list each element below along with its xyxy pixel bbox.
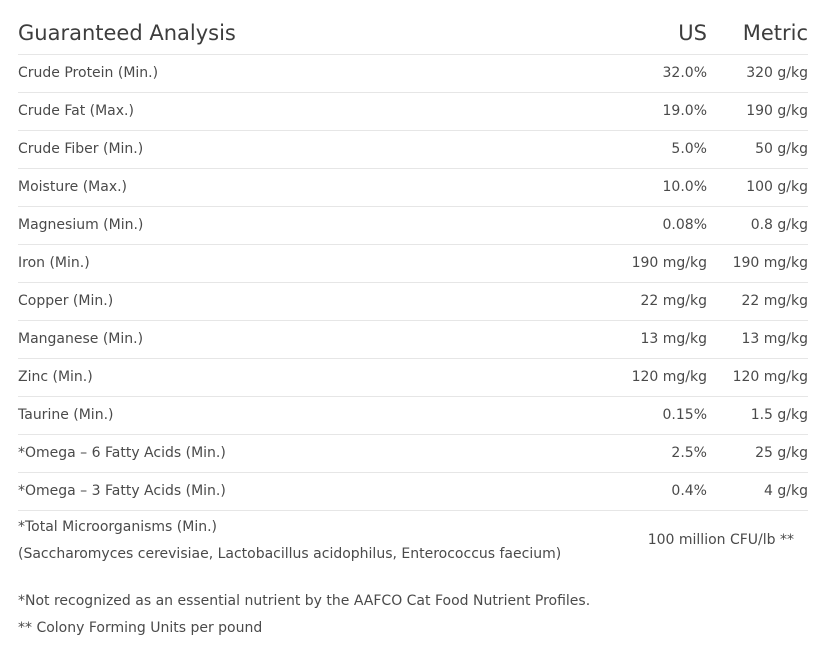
row-divider: [18, 168, 808, 169]
us-value: 120 mg/kg: [631, 369, 707, 385]
us-value: 19.0%: [662, 103, 707, 119]
nutrient-name: Moisture (Max.): [18, 179, 128, 195]
metric-value: 4 g/kg: [764, 483, 808, 499]
nutrient-name: Crude Fat (Max.): [18, 103, 134, 119]
row-divider: [18, 320, 808, 321]
row-divider: [18, 206, 808, 207]
us-value: 0.08%: [662, 217, 707, 233]
nutrient-name: *Total Microorganisms (Min.): [18, 519, 218, 535]
metric-value: 22 mg/kg: [741, 293, 809, 309]
us-value: 0.4%: [671, 483, 707, 499]
nutrient-name: Zinc (Min.): [18, 369, 93, 385]
row-divider: [18, 472, 808, 473]
row-divider: [18, 282, 808, 283]
us-value: 190 mg/kg: [631, 255, 707, 271]
nutrient-name: *Omega – 6 Fatty Acids (Min.): [18, 445, 226, 461]
metric-value: 25 g/kg: [755, 445, 808, 461]
us-value: 10.0%: [662, 179, 707, 195]
row-divider: [18, 396, 808, 397]
metric-value: 50 g/kg: [755, 141, 808, 157]
metric-value: 120 mg/kg: [732, 369, 808, 385]
column-header: US: [678, 21, 707, 45]
row-divider: [18, 92, 808, 93]
us-value: 13 mg/kg: [640, 331, 708, 347]
metric-value: 190 g/kg: [746, 103, 808, 119]
row-divider: [18, 510, 808, 511]
footnote: ** Colony Forming Units per pound: [18, 620, 263, 636]
us-value: 5.0%: [671, 141, 707, 157]
footnote: *Not recognized as an essential nutrient…: [18, 593, 591, 609]
row-divider: [18, 358, 808, 359]
row-divider: [18, 54, 808, 55]
nutrient-name: *Omega – 3 Fatty Acids (Min.): [18, 483, 226, 499]
nutrient-name: Manganese (Min.): [18, 331, 144, 347]
row-divider: [18, 244, 808, 245]
nutrient-note: (Saccharomyces cerevisiae, Lactobacillus…: [18, 546, 562, 562]
metric-value: 320 g/kg: [746, 65, 808, 81]
table-title: Guaranteed Analysis: [18, 21, 236, 45]
column-header: Metric: [742, 21, 808, 45]
us-value: 2.5%: [671, 445, 707, 461]
nutrient-name: Crude Fiber (Min.): [18, 141, 144, 157]
metric-value: 190 mg/kg: [732, 255, 808, 271]
nutrient-name: Iron (Min.): [18, 255, 90, 271]
us-value: 32.0%: [662, 65, 707, 81]
nutrient-name: Copper (Min.): [18, 293, 114, 309]
nutrient-name: Crude Protein (Min.): [18, 65, 159, 81]
combined-value: 100 million CFU/lb **: [647, 532, 794, 548]
us-value: 22 mg/kg: [640, 293, 708, 309]
row-divider: [18, 130, 808, 131]
row-divider: [18, 434, 808, 435]
us-value: 0.15%: [662, 407, 707, 423]
metric-value: 1.5 g/kg: [750, 407, 808, 423]
metric-value: 100 g/kg: [746, 179, 808, 195]
metric-value: 0.8 g/kg: [750, 217, 808, 233]
metric-value: 13 mg/kg: [741, 331, 809, 347]
nutrient-name: Magnesium (Min.): [18, 217, 144, 233]
nutrient-name: Taurine (Min.): [18, 407, 114, 423]
